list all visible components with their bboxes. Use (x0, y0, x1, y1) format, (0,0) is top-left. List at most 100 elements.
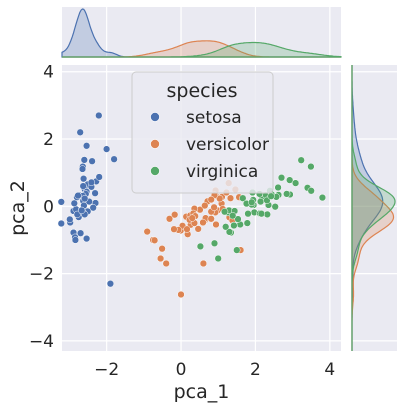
point-virginica (257, 210, 266, 218)
x-axis-label: pca_1 (174, 381, 230, 403)
point-setosa (88, 157, 96, 165)
point-virginica (283, 190, 291, 198)
point-versicolor (171, 211, 179, 219)
legend-marker-setosa (150, 112, 160, 122)
point-versicolor (143, 227, 151, 236)
x-tick-label: 4 (324, 360, 335, 380)
legend-label-setosa: setosa (186, 108, 242, 128)
point-setosa (71, 236, 80, 244)
point-setosa (95, 173, 103, 181)
point-virginica (196, 242, 205, 251)
point-virginica (225, 228, 234, 236)
point-versicolor (170, 225, 178, 233)
point-virginica (243, 219, 251, 227)
point-virginica (307, 187, 315, 195)
point-virginica (239, 194, 247, 202)
point-setosa (82, 234, 91, 243)
point-versicolor (183, 225, 191, 233)
point-setosa (76, 128, 84, 136)
marginal-right-background (352, 65, 397, 351)
kde-x-virginica (62, 41, 342, 58)
marginal-top-background (62, 7, 341, 57)
point-versicolor (207, 195, 215, 204)
point-virginica (214, 254, 222, 263)
point-setosa (79, 182, 87, 190)
point-setosa (110, 155, 118, 163)
point-versicolor (150, 236, 159, 244)
point-versicolor (201, 201, 209, 210)
x-tick-label: 0 (176, 360, 187, 380)
point-virginica (210, 239, 219, 247)
point-setosa (106, 280, 115, 288)
legend-marker-versicolor (150, 139, 160, 149)
point-setosa (57, 219, 65, 228)
point-versicolor (162, 259, 170, 268)
point-setosa (89, 204, 97, 212)
point-setosa (78, 206, 86, 215)
point-versicolor (212, 220, 220, 229)
point-setosa (66, 215, 74, 224)
point-setosa (81, 194, 89, 203)
legend-title: species (167, 80, 238, 102)
point-versicolor (158, 245, 166, 253)
point-versicolor (210, 203, 218, 211)
point-virginica (244, 210, 252, 218)
point-versicolor (194, 225, 202, 233)
point-setosa (102, 145, 111, 153)
legend-label-virginica: virginica (186, 162, 258, 182)
y-tick-label: 2 (43, 130, 54, 150)
legend-marker-virginica (150, 166, 160, 176)
point-versicolor (188, 214, 196, 222)
point-setosa (91, 189, 99, 197)
point-setosa (79, 175, 88, 183)
point-virginica (234, 215, 242, 223)
point-setosa (78, 165, 87, 173)
point-virginica (274, 183, 282, 192)
point-setosa (80, 156, 88, 164)
point-virginica (318, 193, 327, 202)
y-tick-label: −4 (29, 332, 54, 352)
legend: species setosa versicolor virginica (131, 71, 274, 194)
point-versicolor (207, 215, 215, 223)
point-setosa (74, 191, 82, 200)
point-versicolor (177, 290, 185, 299)
point-virginica (256, 197, 265, 206)
point-virginica (220, 208, 229, 216)
point-versicolor (226, 194, 235, 202)
point-virginica (229, 212, 237, 220)
y-tick-label: −2 (29, 265, 54, 285)
point-virginica (267, 192, 275, 200)
y-tick-label: 4 (43, 63, 54, 83)
point-virginica (277, 174, 286, 182)
point-virginica (286, 176, 294, 184)
point-versicolor (199, 259, 208, 268)
point-versicolor (165, 215, 174, 223)
point-versicolor (199, 218, 207, 227)
point-virginica (248, 198, 256, 206)
x-tick-label: −2 (94, 360, 119, 380)
legend-box (131, 71, 274, 194)
point-virginica (297, 156, 305, 164)
point-virginica (222, 223, 230, 231)
point-setosa (87, 178, 96, 187)
point-virginica (233, 246, 241, 254)
marginal-right (351, 65, 397, 351)
point-virginica (291, 179, 300, 187)
point-virginica (271, 203, 279, 211)
marginal-top (61, 7, 342, 58)
y-axis-label: pca_2 (7, 180, 29, 236)
point-setosa (76, 229, 85, 237)
point-setosa (57, 198, 65, 206)
legend-label-versicolor: versicolor (186, 135, 269, 155)
point-versicolor (216, 194, 224, 203)
point-versicolor (156, 254, 165, 263)
y-tick-label: 0 (43, 197, 54, 217)
point-setosa (82, 142, 91, 150)
point-virginica (230, 221, 238, 230)
point-virginica (307, 162, 315, 171)
point-setosa (95, 111, 103, 120)
kde-y-virginica (351, 65, 396, 351)
point-setosa (70, 199, 78, 207)
x-tick-label: 2 (250, 360, 261, 380)
